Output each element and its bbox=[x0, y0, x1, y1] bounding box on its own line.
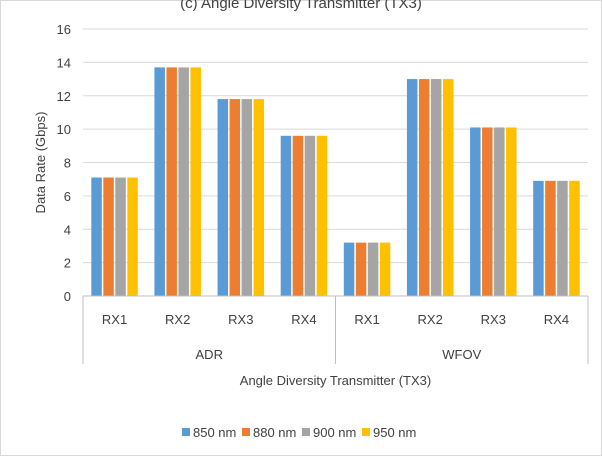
bar-850nm-RX1-4 bbox=[343, 242, 355, 296]
y-tick-label: 10 bbox=[57, 122, 71, 137]
bar-850nm-RX4-3 bbox=[280, 135, 292, 296]
bar-880nm-RX3-6 bbox=[482, 127, 493, 296]
bar-950nm-RX2-5 bbox=[442, 79, 454, 296]
y-tick-label: 4 bbox=[64, 222, 71, 237]
bar-950nm-RX4-3 bbox=[316, 135, 328, 296]
x-tick-label: RX1 bbox=[354, 312, 379, 327]
bar-900nm-RX4-7 bbox=[557, 180, 568, 296]
legend: 850 nm 880 nm 900 nm 950 nm bbox=[182, 425, 416, 440]
legend-swatch-880nm bbox=[242, 428, 250, 436]
legend-label: 880 nm bbox=[253, 425, 296, 440]
y-tick-label: 14 bbox=[57, 55, 71, 70]
legend-swatch-950nm bbox=[362, 428, 370, 436]
x-group-labels: ADR WFOV bbox=[196, 347, 482, 362]
bar-880nm-RX1-4 bbox=[355, 242, 367, 296]
x-tick-label: RX1 bbox=[102, 312, 127, 327]
bar-950nm-RX1-0 bbox=[127, 177, 138, 296]
bar-900nm-RX2-5 bbox=[430, 79, 442, 296]
legend-label: 950 nm bbox=[373, 425, 416, 440]
bar-900nm-RX1-0 bbox=[115, 177, 126, 296]
legend-label: 850 nm bbox=[193, 425, 236, 440]
x-axis bbox=[82, 295, 589, 364]
x-tick-label: RX3 bbox=[228, 312, 253, 327]
bar-850nm-RX2-1 bbox=[154, 67, 165, 296]
bar-900nm-RX1-4 bbox=[367, 242, 379, 296]
bar-850nm-RX2-5 bbox=[406, 79, 418, 296]
bar-950nm-RX1-4 bbox=[379, 242, 391, 296]
bar-880nm-RX4-3 bbox=[292, 135, 304, 296]
bar-900nm-RX4-3 bbox=[304, 135, 316, 296]
y-tick-label: 12 bbox=[57, 89, 71, 104]
bar-950nm-RX3-2 bbox=[253, 99, 265, 297]
bar-880nm-RX1-0 bbox=[103, 177, 114, 296]
x-tick-label: RX3 bbox=[481, 312, 506, 327]
y-tick-labels: 0 2 4 6 8 10 12 14 16 bbox=[57, 22, 71, 304]
y-tick-label: 16 bbox=[57, 22, 71, 37]
bar-880nm-RX2-1 bbox=[166, 67, 177, 296]
x-group-label-adr: ADR bbox=[196, 347, 223, 362]
x-tick-labels: RX1 RX2 RX3 RX4 RX1 RX2 RX3 RX4 bbox=[102, 312, 569, 327]
bar-880nm-RX2-5 bbox=[418, 79, 430, 296]
bar-900nm-RX2-1 bbox=[178, 67, 189, 296]
bar-880nm-RX4-7 bbox=[545, 180, 556, 296]
bar-850nm-RX1-0 bbox=[91, 177, 102, 296]
legend-swatch-850nm bbox=[182, 428, 190, 436]
chart-title: (c) Angle Diversity Transmitter (TX3) bbox=[180, 0, 422, 12]
x-tick-label: RX4 bbox=[544, 312, 569, 327]
bar-850nm-RX4-7 bbox=[533, 180, 544, 296]
bar-900nm-RX3-2 bbox=[241, 99, 253, 297]
bar-850nm-RX3-6 bbox=[470, 127, 481, 296]
bar-850nm-RX3-2 bbox=[217, 99, 229, 297]
bars bbox=[91, 67, 580, 297]
legend-swatch-900nm bbox=[302, 428, 310, 436]
y-axis-title: Data Rate (Gbps) bbox=[33, 112, 48, 214]
x-axis-title: Angle Diversity Transmitter (TX3) bbox=[240, 373, 431, 388]
y-tick-label: 6 bbox=[64, 189, 71, 204]
x-tick-label: RX2 bbox=[165, 312, 190, 327]
x-group-label-wfov: WFOV bbox=[442, 347, 481, 362]
y-tick-label: 2 bbox=[64, 256, 71, 271]
x-tick-label: RX2 bbox=[418, 312, 443, 327]
y-tick-label: 8 bbox=[64, 156, 71, 171]
bar-950nm-RX3-6 bbox=[506, 127, 517, 296]
x-tick-label: RX4 bbox=[291, 312, 316, 327]
bar-950nm-RX4-7 bbox=[569, 180, 580, 296]
legend-label: 900 nm bbox=[313, 425, 356, 440]
bar-880nm-RX3-2 bbox=[229, 99, 241, 297]
bar-950nm-RX2-1 bbox=[190, 67, 201, 296]
bar-900nm-RX3-6 bbox=[494, 127, 505, 296]
y-tick-label: 0 bbox=[64, 289, 71, 304]
